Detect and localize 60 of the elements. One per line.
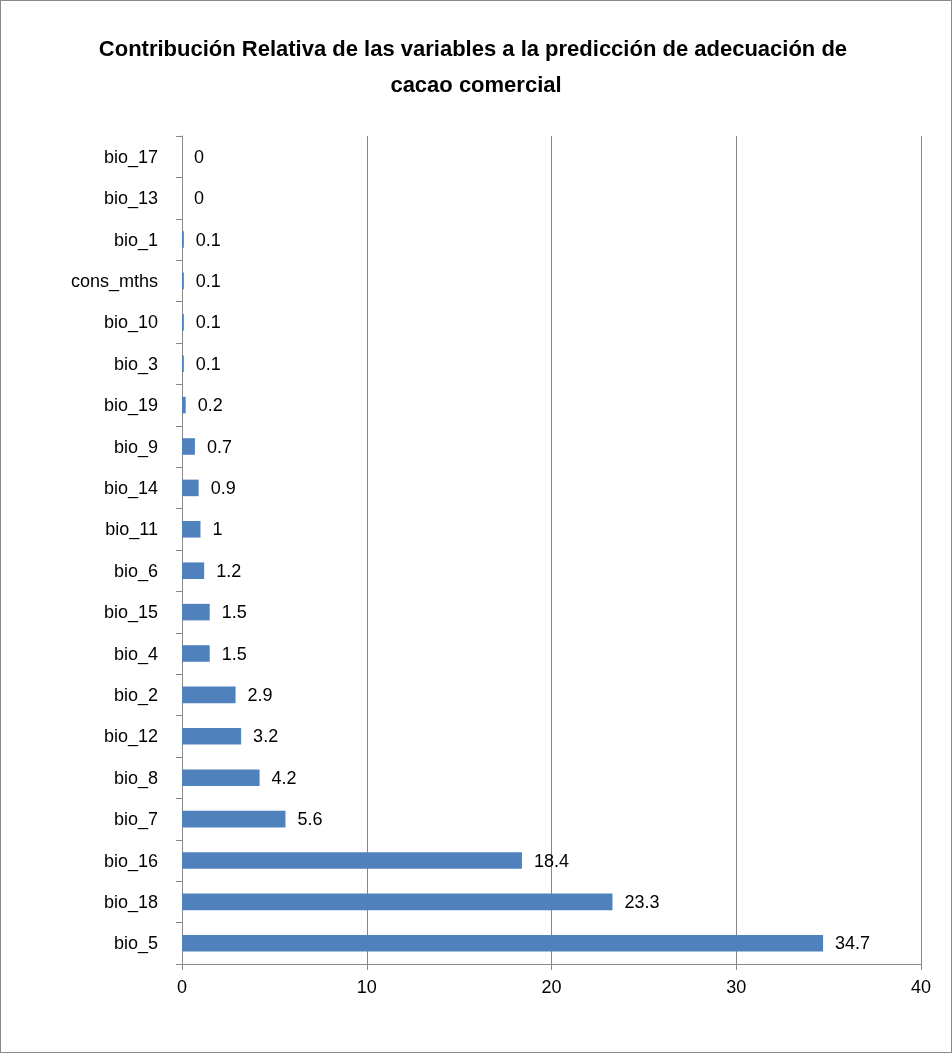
y-tick-label: bio_7 — [113, 809, 158, 831]
bar — [182, 479, 199, 497]
data-label: 0.1 — [195, 312, 221, 333]
data-label: 23.3 — [624, 891, 660, 912]
bar — [182, 396, 186, 414]
data-label: 4.2 — [271, 767, 297, 788]
y-tick-label: bio_6 — [113, 560, 158, 582]
data-label: 1.5 — [221, 602, 247, 623]
bar — [182, 893, 613, 911]
bar — [182, 810, 286, 828]
data-label: 0.1 — [195, 229, 221, 250]
x-tick-label: 10 — [356, 977, 377, 997]
data-label: 1 — [212, 519, 223, 540]
y-tick-label: bio_5 — [113, 933, 158, 955]
y-tick-label: bio_19 — [103, 395, 158, 417]
data-label: 0.7 — [206, 436, 232, 457]
bar — [182, 521, 201, 538]
data-label: 0 — [194, 146, 205, 167]
data-label: 1.5 — [221, 643, 247, 664]
bar — [182, 686, 236, 704]
y-tick-label: bio_10 — [103, 312, 158, 334]
x-tick-label: 30 — [726, 977, 747, 997]
y-tick-label: bio_2 — [113, 684, 158, 706]
y-tick-label: bio_12 — [103, 726, 158, 748]
data-label: 5.6 — [297, 809, 323, 830]
data-label: 18.4 — [533, 850, 569, 871]
data-label: 3.2 — [253, 726, 279, 747]
data-label: 0.1 — [195, 270, 221, 291]
data-label: 34.7 — [835, 933, 871, 954]
x-tick-label: 20 — [541, 977, 562, 997]
data-label: 0 — [194, 188, 205, 209]
bar — [182, 562, 205, 579]
y-tick-label: bio_1 — [113, 229, 158, 251]
y-tick-label: bio_16 — [103, 850, 158, 872]
y-tick-label: bio_17 — [103, 146, 158, 168]
y-tick-label: bio_15 — [103, 602, 158, 624]
chart-title: Contribución Relativa de las variables a la predicción de adecuación de cacao comercial — [98, 35, 854, 97]
bar — [182, 645, 210, 662]
bar — [182, 852, 522, 869]
bar — [182, 935, 824, 952]
data-label: 0.1 — [195, 353, 221, 374]
y-tick-label: bio_4 — [113, 643, 158, 665]
y-tick-label: bio_18 — [103, 891, 158, 913]
data-label: 2.9 — [247, 684, 273, 705]
data-label: 1.2 — [216, 560, 242, 581]
bar — [182, 728, 242, 745]
y-tick-label: bio_11 — [105, 519, 158, 541]
y-tick-label: bio_13 — [103, 188, 158, 210]
bar — [182, 603, 210, 621]
y-tick-label: bio_9 — [113, 436, 158, 458]
y-tick-label: bio_8 — [113, 767, 158, 789]
bar — [182, 769, 260, 786]
data-label: 0.9 — [210, 477, 236, 498]
x-tick-label: 0 — [176, 977, 188, 997]
data-label: 0.2 — [197, 395, 223, 416]
y-tick-label: bio_14 — [103, 477, 158, 499]
bar — [182, 438, 195, 455]
x-tick-label: 40 — [910, 977, 932, 997]
y-tick-label: cons_mths — [70, 270, 158, 292]
y-tick-label: bio_3 — [113, 353, 158, 375]
